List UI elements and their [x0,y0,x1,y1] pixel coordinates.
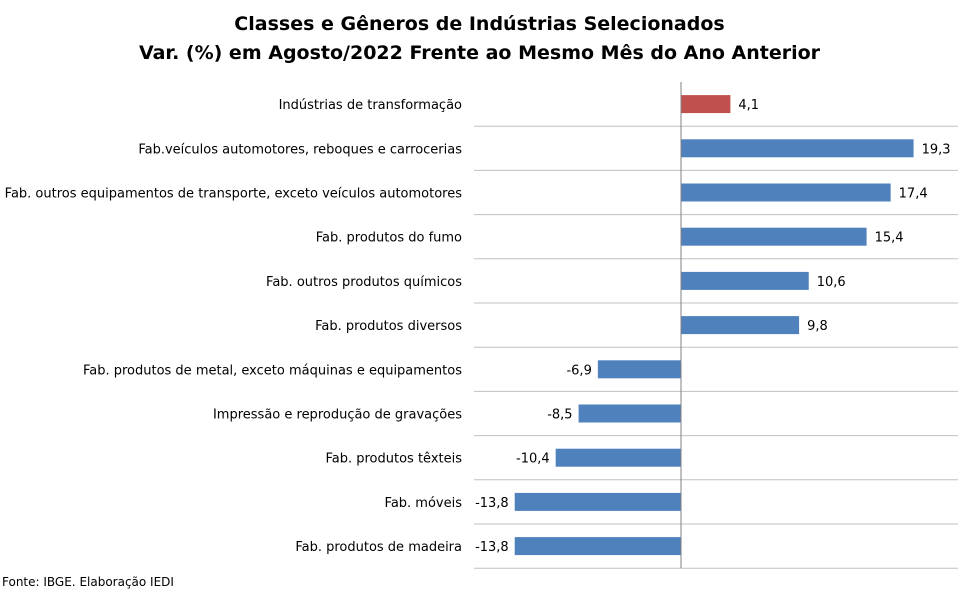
data-label: -13,8 [475,540,509,555]
data-label: 10,6 [817,275,846,290]
category-label: Fab. produtos de metal, exceto máquinas … [83,363,462,378]
source-note: Fonte: IBGE. Elaboração IEDI [2,575,174,589]
data-label: -13,8 [475,496,509,511]
category-labels: Indústrias de transformação Fab.veículos … [5,98,463,555]
bar-6 [597,360,681,379]
category-label: Indústrias de transformação [279,98,462,113]
category-label: Fab. produtos do fumo [316,231,462,246]
bar-10 [514,537,681,556]
bar-4 [681,271,809,290]
data-label: -8,5 [547,408,572,423]
category-label: Fab. produtos de madeira [295,540,462,555]
data-label: 19,3 [922,142,951,157]
data-label: -10,4 [516,452,550,467]
data-label: -6,9 [566,363,591,378]
bar-0 [681,95,731,114]
bar-5 [681,316,800,335]
data-label: 4,1 [738,98,759,113]
category-label: Fab. outros produtos químicos [266,275,462,290]
bar-1 [681,139,914,158]
data-label: 15,4 [875,231,904,246]
bar-9 [514,492,681,511]
category-label: Fab. outros equipamentos de transporte, … [5,187,463,202]
bar-7 [578,404,681,423]
bar-8 [555,448,681,467]
chart-title: Classes e Gêneros de Indústrias Selecion… [0,10,959,68]
data-label: 17,4 [899,187,928,202]
gridlines [474,125,958,569]
bar-2 [681,183,891,202]
category-label: Fab. produtos diversos [315,319,462,334]
chart-title-line2: Var. (%) em Agosto/2022 Frente ao Mesmo … [138,42,821,64]
chart-title-line1: Classes e Gêneros de Indústrias Selecion… [234,13,725,35]
category-label: Impressão e reprodução de gravações [213,408,462,423]
category-label: Fab.veículos automotores, reboques e car… [138,142,462,157]
bars [514,95,914,556]
value-labels: 4,1 19,3 17,4 15,4 10,6 9,8 -6,9 -8,5 -10,4 -13,8… [475,98,950,555]
category-label: Fab. móveis [385,496,463,511]
data-label: 9,8 [807,319,828,334]
category-label: Fab. produtos têxteis [325,452,462,467]
bar-3 [681,227,867,246]
